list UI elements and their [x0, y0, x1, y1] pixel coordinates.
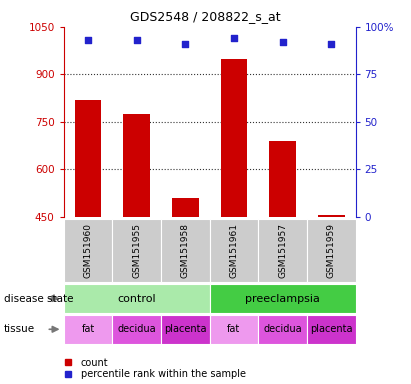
Text: GSM151955: GSM151955: [132, 223, 141, 278]
Text: GSM151960: GSM151960: [83, 223, 92, 278]
Bar: [221, 59, 247, 217]
Bar: [161, 219, 210, 282]
Point: [134, 37, 140, 43]
Text: GSM151958: GSM151958: [181, 223, 190, 278]
Point: [182, 41, 189, 47]
Bar: [75, 100, 102, 217]
Text: control: control: [118, 293, 156, 304]
Text: GDS2548 / 208822_s_at: GDS2548 / 208822_s_at: [130, 10, 281, 23]
Text: disease state: disease state: [4, 293, 74, 304]
Point: [279, 39, 286, 45]
Bar: [112, 315, 161, 344]
Text: preeclampsia: preeclampsia: [245, 293, 320, 304]
Text: GSM151957: GSM151957: [278, 223, 287, 278]
Text: placenta: placenta: [310, 324, 353, 334]
Bar: [112, 219, 161, 282]
Bar: [258, 219, 307, 282]
Text: GSM151959: GSM151959: [327, 223, 336, 278]
Text: fat: fat: [227, 324, 240, 334]
Text: GSM151961: GSM151961: [229, 223, 238, 278]
Point: [231, 35, 237, 41]
Text: fat: fat: [81, 324, 95, 334]
Legend: count, percentile rank within the sample: count, percentile rank within the sample: [58, 358, 246, 379]
Text: placenta: placenta: [164, 324, 207, 334]
Bar: [307, 219, 356, 282]
Bar: [64, 219, 112, 282]
Bar: [64, 315, 112, 344]
Text: decidua: decidua: [263, 324, 302, 334]
Bar: [64, 284, 210, 313]
Text: decidua: decidua: [118, 324, 156, 334]
Bar: [210, 219, 258, 282]
Point: [85, 37, 91, 43]
Bar: [307, 315, 356, 344]
Bar: [161, 315, 210, 344]
Point: [328, 41, 335, 47]
Bar: [210, 315, 258, 344]
Bar: [210, 284, 356, 313]
Bar: [172, 198, 199, 217]
Bar: [258, 315, 307, 344]
Bar: [318, 215, 344, 217]
Bar: [123, 114, 150, 217]
Text: tissue: tissue: [4, 324, 35, 334]
Bar: [269, 141, 296, 217]
